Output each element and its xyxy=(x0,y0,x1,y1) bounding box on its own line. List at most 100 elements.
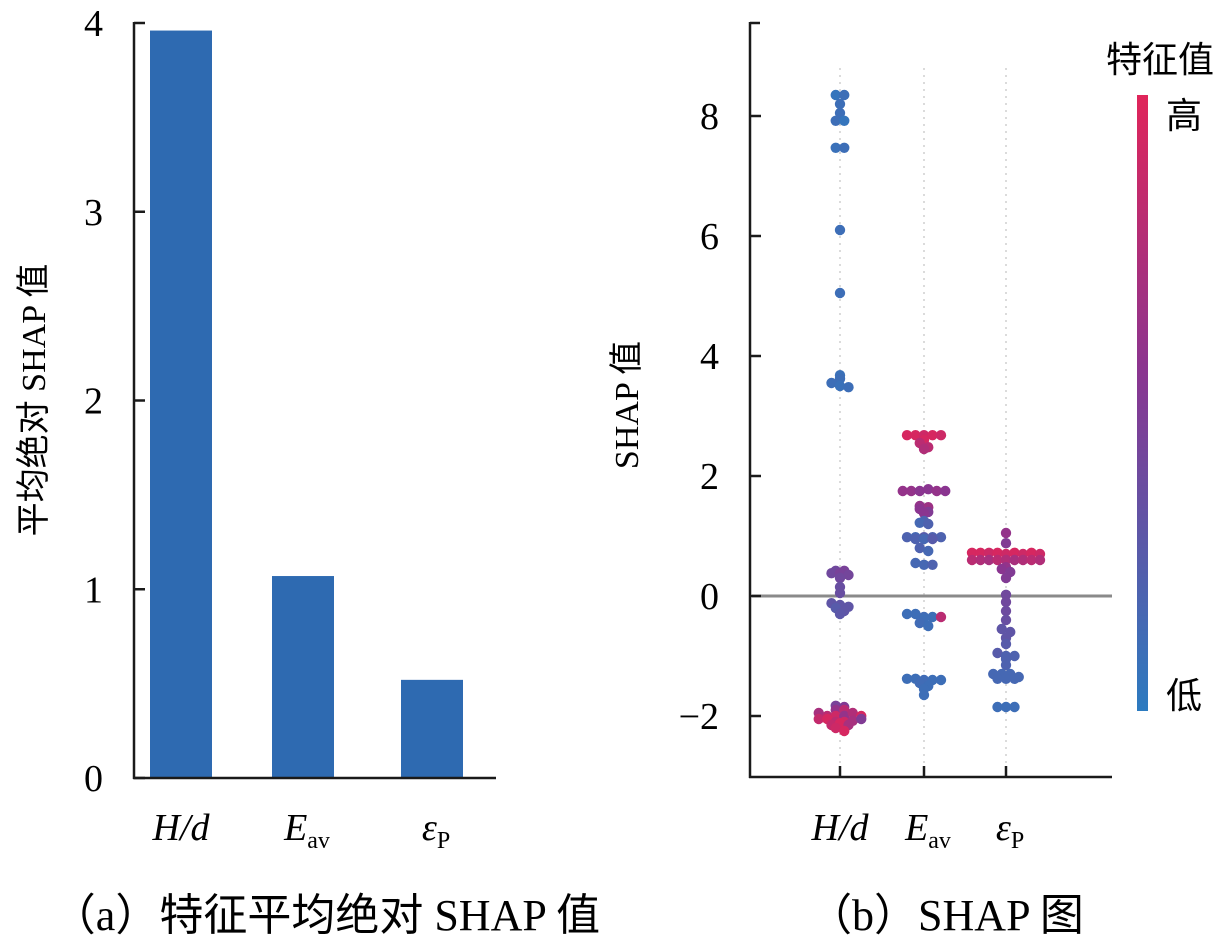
feature-subscript: av xyxy=(928,828,951,854)
shap-point xyxy=(996,623,1007,635)
shap-point xyxy=(830,142,841,153)
shap-point xyxy=(1000,701,1012,713)
shap-point xyxy=(918,559,930,570)
shap-point xyxy=(975,547,986,558)
shap-point xyxy=(847,707,858,719)
shap-points xyxy=(813,89,1046,737)
shap-point xyxy=(910,430,921,441)
shap-point xyxy=(1000,673,1012,684)
shap-point xyxy=(927,611,938,623)
colorbar-gradient xyxy=(1137,95,1148,711)
shap-point xyxy=(830,722,841,734)
shap-point xyxy=(927,559,938,570)
shap-point xyxy=(834,380,846,392)
shap-point xyxy=(1034,554,1046,566)
shap-point xyxy=(914,542,925,554)
shap-point xyxy=(901,673,913,684)
y-tick-label: 0 xyxy=(84,758,103,800)
shap-point xyxy=(966,554,978,566)
shap-point xyxy=(910,533,921,545)
feature-name: E xyxy=(283,807,307,849)
feature-name: ε xyxy=(996,807,1011,849)
shap-point xyxy=(992,647,1003,659)
x-tick-label: Eav xyxy=(283,807,330,854)
shap-point xyxy=(839,115,850,127)
feature-name: ε xyxy=(422,807,437,849)
x-tick-label: εP xyxy=(422,807,450,854)
y-tick-label: 3 xyxy=(84,192,103,234)
shap-point xyxy=(927,430,938,441)
x-tick-label: εP xyxy=(996,807,1024,854)
shap-point xyxy=(975,554,986,566)
shap-point xyxy=(856,713,867,725)
shap-point xyxy=(1017,554,1029,566)
shap-point xyxy=(918,533,930,545)
shap-point xyxy=(983,554,995,566)
shap-point xyxy=(983,547,995,558)
x-ticks: H/d Eav εP xyxy=(811,766,1024,854)
shap-point xyxy=(834,572,846,584)
shap-point xyxy=(992,673,1003,684)
y-tick-label: 4 xyxy=(700,336,719,378)
shap-point xyxy=(1000,589,1012,600)
shap-point xyxy=(1000,638,1012,650)
shap-point xyxy=(834,287,846,299)
shap-point xyxy=(1009,650,1020,662)
shap-point xyxy=(918,689,930,701)
feature-name: E xyxy=(904,807,928,849)
shap-point xyxy=(897,485,908,497)
shap-point xyxy=(931,485,942,497)
y-tick-label: −2 xyxy=(679,696,719,738)
shap-point xyxy=(901,430,913,441)
shap-point xyxy=(935,430,947,441)
shap-point xyxy=(830,89,841,101)
shap-point xyxy=(1000,554,1012,566)
shap-point xyxy=(966,547,978,558)
caption-b: （b）SHAP 图 xyxy=(808,891,1084,940)
shap-point xyxy=(901,532,913,543)
caption-a: （a）特征平均绝对 SHAP 值 xyxy=(52,891,600,940)
y-axis-title: 平均绝对 SHAP 值 xyxy=(15,264,53,537)
colorbar: 特征值 高 低 xyxy=(1106,40,1214,716)
shap-point xyxy=(834,224,846,236)
shap-point xyxy=(843,569,854,581)
shap-point xyxy=(1000,596,1012,608)
shap-point xyxy=(1000,659,1012,671)
y-ticks: 0 1 2 3 4 xyxy=(84,3,145,800)
shap-point xyxy=(918,443,930,455)
x-tick-label: H/d xyxy=(152,807,211,849)
shap-point xyxy=(901,608,913,620)
shap-point xyxy=(839,725,850,737)
y-tick-label: 1 xyxy=(84,569,103,611)
shap-point xyxy=(839,89,850,101)
shap-point xyxy=(830,115,841,127)
shap-point xyxy=(1009,673,1020,684)
shap-point xyxy=(923,545,934,557)
y-tick-label: 4 xyxy=(84,3,103,45)
shap-point xyxy=(992,554,1003,566)
shap-point xyxy=(834,107,846,119)
feature-subscript: P xyxy=(437,828,450,854)
bar xyxy=(401,679,463,778)
y-ticks: −2 0 2 4 6 8 xyxy=(679,96,761,738)
bar-chart-panel: 0 1 2 3 4 H/d Eav εP 平均绝对 SHAP 值 （a）特征平均绝对 SHA… xyxy=(15,3,600,940)
shap-point xyxy=(834,373,846,384)
x-tick-label: Eav xyxy=(904,807,951,854)
shap-point xyxy=(935,611,947,623)
shap-point xyxy=(910,557,921,569)
shap-point xyxy=(1009,701,1020,713)
shap-point xyxy=(843,382,854,393)
shap-point xyxy=(935,532,947,543)
x-tick-labels: H/d Eav εP xyxy=(152,807,451,854)
shap-point xyxy=(839,142,850,153)
feature-guide-lines xyxy=(839,68,1007,768)
shap-point xyxy=(918,508,930,519)
shap-point xyxy=(935,674,947,686)
shap-point xyxy=(1026,547,1037,558)
shap-point xyxy=(1009,547,1020,558)
y-axis-title: SHAP 值 xyxy=(608,341,646,469)
colorbar-low-label: 低 xyxy=(1166,676,1202,716)
shap-point xyxy=(914,485,925,497)
bar xyxy=(150,30,212,779)
